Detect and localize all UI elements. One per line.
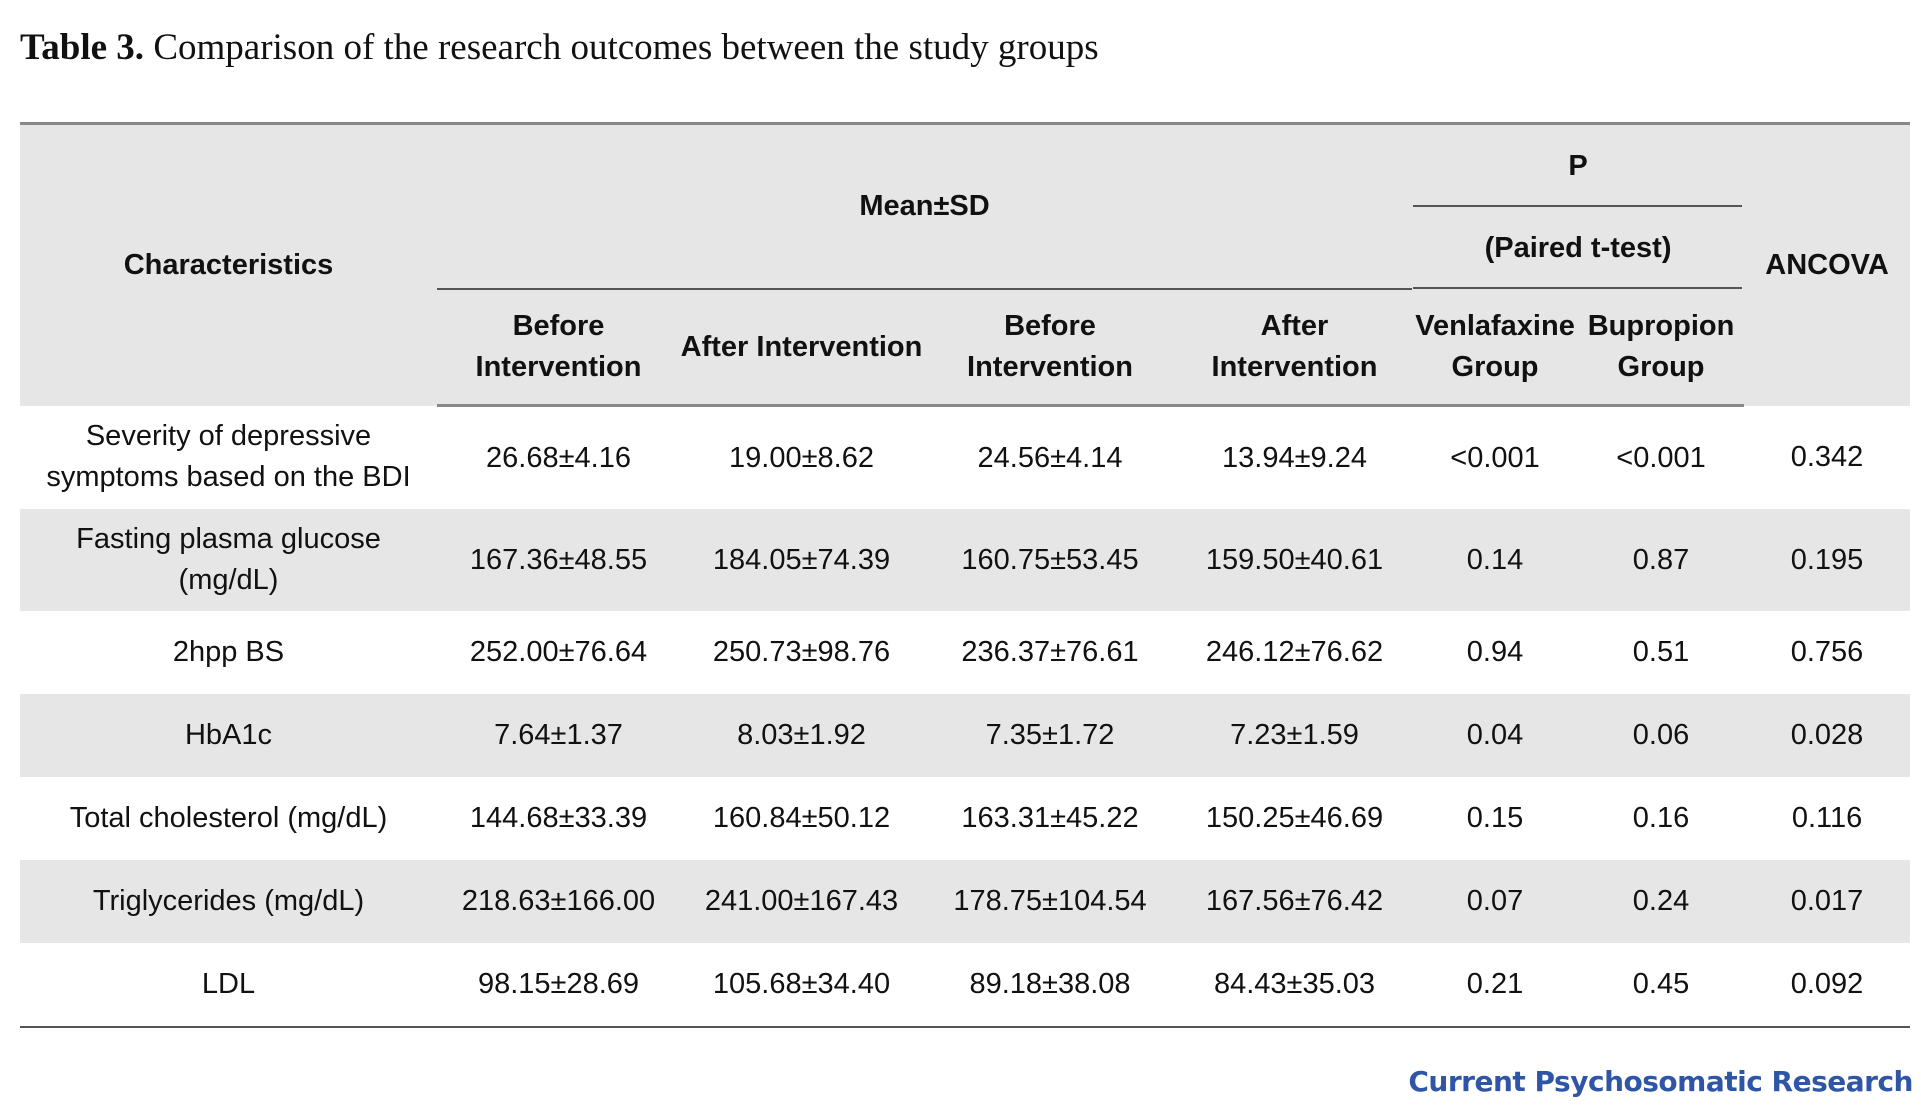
table-row: Fasting plasma glucose (mg/dL) 167.36±48…: [20, 509, 1911, 611]
cell-before-1: 98.15±28.69: [437, 943, 680, 1028]
cell-p-bupropion: <0.001: [1578, 405, 1745, 509]
cell-before-1: 167.36±48.55: [437, 509, 680, 611]
header-paired-t-test: (Paired t-test): [1412, 207, 1745, 289]
table-row: Triglycerides (mg/dL) 218.63±166.00 241.…: [20, 860, 1911, 943]
header-venlafaxine-group: Venlafaxine Group: [1412, 289, 1579, 407]
cell-p-venlafaxine: 0.15: [1412, 777, 1579, 860]
row-label: Fasting plasma glucose (mg/dL): [20, 509, 437, 611]
cell-before-2: 7.35±1.72: [923, 694, 1177, 777]
cell-after-1: 105.68±34.40: [680, 943, 923, 1028]
cell-ancova: 0.092: [1744, 943, 1911, 1028]
cell-p-bupropion: 0.24: [1578, 860, 1745, 943]
cell-p-venlafaxine: <0.001: [1412, 405, 1579, 509]
table-caption-number: Table 3.: [20, 27, 145, 68]
cell-before-2: 24.56±4.14: [923, 405, 1177, 509]
cell-before-2: 89.18±38.08: [923, 943, 1177, 1028]
cell-before-2: 178.75±104.54: [923, 860, 1177, 943]
cell-ancova: 0.028: [1744, 694, 1911, 777]
cell-p-bupropion: 0.87: [1578, 509, 1745, 611]
header-mean-sd: Mean±SD: [437, 122, 1413, 290]
cell-ancova: 0.342: [1744, 405, 1911, 509]
table-caption: Table 3. Comparison of the research outc…: [20, 26, 1099, 69]
cell-after-2: 13.94±9.24: [1177, 405, 1413, 509]
table-body: Severity of depressive symptoms based on…: [20, 405, 1911, 1028]
cell-p-venlafaxine: 0.94: [1412, 611, 1579, 694]
results-table: Characteristics Mean±SD P ANCOVA (Paired…: [20, 122, 1911, 1028]
header-p: P: [1412, 122, 1745, 208]
table-row: HbA1c 7.64±1.37 8.03±1.92 7.35±1.72 7.23…: [20, 694, 1911, 777]
header-ancova: ANCOVA: [1744, 122, 1911, 406]
cell-after-1: 184.05±74.39: [680, 509, 923, 611]
table-row: 2hpp BS 252.00±76.64 250.73±98.76 236.37…: [20, 611, 1911, 694]
cell-after-2: 7.23±1.59: [1177, 694, 1413, 777]
cell-after-1: 8.03±1.92: [680, 694, 923, 777]
header-characteristics: Characteristics: [20, 122, 437, 406]
cell-ancova: 0.195: [1744, 509, 1911, 611]
cell-p-bupropion: 0.06: [1578, 694, 1745, 777]
cell-ancova: 0.756: [1744, 611, 1911, 694]
cell-before-2: 236.37±76.61: [923, 611, 1177, 694]
cell-after-1: 250.73±98.76: [680, 611, 923, 694]
cell-p-bupropion: 0.16: [1578, 777, 1745, 860]
cell-before-2: 163.31±45.22: [923, 777, 1177, 860]
journal-wordmark: Current Psychosomatic Research: [1408, 1065, 1913, 1098]
cell-after-2: 150.25±46.69: [1177, 777, 1413, 860]
cell-before-1: 26.68±4.16: [437, 405, 680, 509]
cell-p-venlafaxine: 0.21: [1412, 943, 1579, 1028]
row-label: Triglycerides (mg/dL): [20, 860, 437, 943]
cell-before-1: 7.64±1.37: [437, 694, 680, 777]
cell-after-2: 159.50±40.61: [1177, 509, 1413, 611]
cell-after-2: 246.12±76.62: [1177, 611, 1413, 694]
header-bupropion-group: Bupropion Group: [1578, 289, 1745, 407]
row-label: 2hpp BS: [20, 611, 437, 694]
row-label: Severity of depressive symptoms based on…: [20, 405, 437, 509]
cell-before-1: 252.00±76.64: [437, 611, 680, 694]
row-label: HbA1c: [20, 694, 437, 777]
cell-after-2: 84.43±35.03: [1177, 943, 1413, 1028]
cell-ancova: 0.017: [1744, 860, 1911, 943]
table-header: Characteristics Mean±SD P ANCOVA (Paired…: [20, 122, 1911, 407]
cell-before-2: 160.75±53.45: [923, 509, 1177, 611]
header-before-intervention-2: Before Intervention: [923, 289, 1177, 407]
cell-p-bupropion: 0.51: [1578, 611, 1745, 694]
cell-p-venlafaxine: 0.14: [1412, 509, 1579, 611]
cell-p-venlafaxine: 0.04: [1412, 694, 1579, 777]
table-row: LDL 98.15±28.69 105.68±34.40 89.18±38.08…: [20, 943, 1911, 1028]
header-after-intervention-1: After Intervention: [680, 289, 923, 407]
cell-p-venlafaxine: 0.07: [1412, 860, 1579, 943]
cell-before-1: 144.68±33.39: [437, 777, 680, 860]
cell-after-1: 19.00±8.62: [680, 405, 923, 509]
cell-after-1: 241.00±167.43: [680, 860, 923, 943]
row-label: LDL: [20, 943, 437, 1028]
row-label: Total cholesterol (mg/dL): [20, 777, 437, 860]
cell-p-bupropion: 0.45: [1578, 943, 1745, 1028]
cell-after-2: 167.56±76.42: [1177, 860, 1413, 943]
cell-ancova: 0.116: [1744, 777, 1911, 860]
table-row: Total cholesterol (mg/dL) 144.68±33.39 1…: [20, 777, 1911, 860]
header-after-intervention-2: After Intervention: [1177, 289, 1413, 407]
table-caption-text: Comparison of the research outcomes betw…: [144, 27, 1099, 68]
header-before-intervention-1: Before Intervention: [437, 289, 680, 407]
cell-before-1: 218.63±166.00: [437, 860, 680, 943]
table-row: Severity of depressive symptoms based on…: [20, 405, 1911, 509]
cell-after-1: 160.84±50.12: [680, 777, 923, 860]
